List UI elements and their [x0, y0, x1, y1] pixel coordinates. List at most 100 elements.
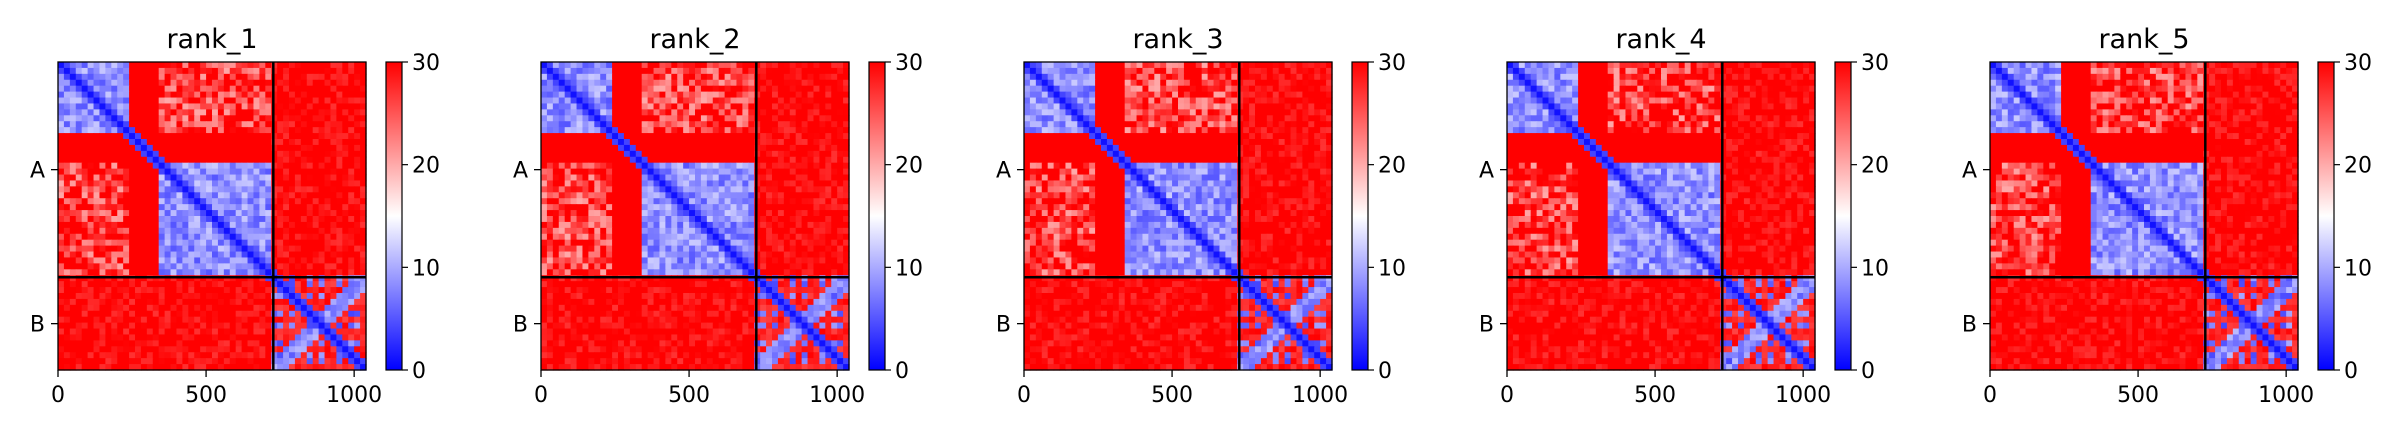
heatmap-cell [354, 109, 361, 116]
heatmap-cell [600, 85, 607, 93]
heatmap-cell [588, 287, 595, 294]
heatmap-cell [570, 316, 578, 324]
heatmap-cell [558, 62, 566, 69]
heatmap-cell [772, 73, 779, 81]
heatmap-cell [283, 316, 290, 324]
heatmap-cell [300, 186, 308, 193]
heatmap-cell [594, 239, 601, 247]
heatmap-cell [318, 281, 326, 288]
heatmap-cell [647, 227, 655, 235]
heatmap-cell [348, 298, 355, 306]
heatmap-cell [176, 73, 183, 81]
heatmap-cell [712, 79, 720, 87]
heatmap-cell [206, 263, 213, 270]
heatmap-cell [558, 257, 566, 264]
heatmap-cell [289, 364, 296, 371]
heatmap-cell [336, 334, 343, 341]
heatmap-cell [324, 316, 332, 324]
heatmap-cell [330, 216, 337, 223]
heatmap-cell [564, 310, 572, 318]
heatmap-cell [176, 204, 183, 211]
heatmap-cell [600, 186, 607, 193]
heatmap-cell [289, 269, 296, 276]
heatmap-cell [618, 227, 625, 235]
heatmap-cell [653, 97, 661, 105]
heatmap-cell [259, 121, 266, 128]
heatmap-cell [217, 251, 225, 259]
heatmap-cell [629, 150, 637, 158]
heatmap-cell [259, 162, 266, 170]
heatmap-cell [570, 91, 578, 99]
heatmap-cell [212, 340, 219, 347]
heatmap-cell [665, 139, 672, 146]
heatmap-cell [558, 269, 566, 276]
heatmap-cell [819, 269, 826, 276]
heatmap-cell [777, 304, 785, 312]
heatmap-cell [318, 144, 326, 152]
heatmap-cell [777, 79, 785, 87]
heatmap-cell [558, 174, 566, 182]
heatmap-cell [235, 103, 243, 110]
heatmap-cell [129, 281, 136, 288]
heatmap-cell [777, 204, 785, 211]
heatmap-cell [677, 204, 684, 211]
heatmap-cell [700, 310, 708, 318]
heatmap-cell [831, 245, 838, 253]
heatmap-cell [164, 322, 172, 330]
heatmap-cell [135, 322, 142, 330]
heatmap-cell [265, 358, 272, 365]
heatmap-cell [194, 192, 201, 199]
heatmap-cell [300, 239, 308, 247]
heatmap-cell [825, 133, 832, 140]
heatmap-cell [318, 150, 326, 158]
heatmap-cell [665, 62, 672, 69]
heatmap-cell [695, 210, 702, 217]
heatmap-cell [182, 364, 189, 371]
heatmap-cell [117, 233, 124, 241]
heatmap-cell [75, 139, 83, 146]
heatmap-cell [588, 192, 595, 199]
heatmap-cell [58, 174, 65, 182]
heatmap-cell [247, 97, 255, 105]
heatmap-cell [348, 233, 355, 241]
heatmap-cell [277, 156, 284, 164]
heatmap-cell [831, 97, 838, 105]
heatmap-cell [170, 192, 178, 199]
heatmap-cell [582, 310, 589, 318]
heatmap-cell [58, 186, 65, 193]
heatmap-cell [671, 103, 678, 110]
heatmap-cell [677, 216, 684, 223]
heatmap-cell [241, 310, 249, 318]
heatmap-cell [306, 109, 314, 116]
heatmap-cell [200, 281, 207, 288]
heatmap-cell [760, 186, 767, 193]
heatmap-cell [318, 239, 326, 247]
heatmap-cell [736, 62, 743, 69]
heatmap-cell [277, 186, 284, 193]
heatmap-cell [772, 257, 779, 264]
heatmap-cell [712, 85, 720, 93]
heatmap-cell [312, 168, 320, 176]
heatmap-cell [612, 210, 619, 217]
heatmap-cell [194, 204, 201, 211]
heatmap-cell [117, 281, 124, 288]
heatmap-cell [164, 239, 172, 247]
heatmap-cell [217, 103, 225, 110]
heatmap-cell [629, 109, 637, 116]
heatmap-cell [294, 133, 302, 140]
heatmap-cell [170, 328, 178, 336]
heatmap-cell [247, 293, 255, 300]
heatmap-cell [306, 121, 314, 128]
heatmap-cell [212, 62, 219, 69]
heatmap-cell [223, 334, 231, 341]
heatmap-cell [718, 263, 726, 270]
heatmap-cell [695, 156, 702, 164]
heatmap-cell [200, 73, 207, 81]
heatmap-cell [677, 310, 684, 318]
heatmap-cell [606, 73, 613, 81]
heatmap-cell [247, 227, 255, 235]
heatmap-cell [594, 91, 601, 99]
heatmap-cell [247, 221, 255, 229]
heatmap-cell [795, 269, 803, 276]
heatmap-cell [635, 186, 643, 193]
